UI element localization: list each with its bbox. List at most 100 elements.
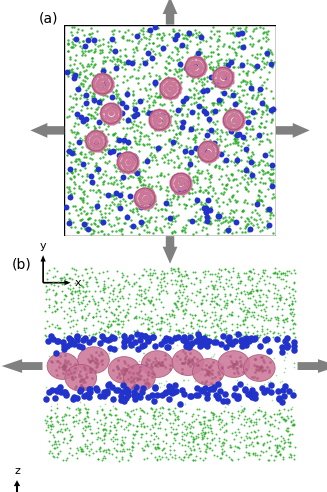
Point [232, 157, 237, 165]
Point [106, 130, 111, 138]
Point [237, 93, 242, 101]
Point [99, 48, 104, 56]
Point [109, 321, 114, 329]
Point [121, 445, 126, 453]
Point [212, 140, 217, 148]
Point [59, 287, 64, 295]
Point [162, 92, 167, 99]
Point [146, 69, 152, 77]
Point [70, 40, 76, 48]
Point [106, 355, 111, 363]
Point [106, 304, 112, 311]
Point [46, 301, 52, 309]
Point [181, 101, 186, 109]
Point [196, 392, 201, 400]
Point [90, 178, 95, 186]
Point [112, 38, 117, 46]
Point [286, 406, 291, 414]
Point [212, 120, 217, 127]
Point [258, 301, 263, 309]
Point [52, 323, 58, 331]
Point [188, 362, 193, 369]
Point [236, 118, 241, 126]
Point [82, 440, 87, 448]
Point [141, 419, 146, 427]
Point [97, 339, 102, 347]
Point [146, 203, 151, 211]
Point [176, 328, 181, 336]
Point [177, 84, 182, 92]
Point [136, 345, 141, 353]
Point [227, 77, 232, 85]
Point [94, 88, 99, 95]
Point [262, 388, 267, 396]
Point [154, 160, 160, 168]
Point [94, 306, 99, 313]
Point [189, 216, 195, 224]
Point [201, 145, 206, 153]
Point [218, 219, 224, 227]
Point [146, 206, 151, 214]
Point [117, 285, 122, 293]
Point [124, 385, 129, 393]
Point [66, 275, 72, 282]
Point [157, 331, 163, 338]
Point [202, 65, 207, 73]
Point [194, 199, 199, 207]
Point [115, 164, 121, 172]
Point [173, 189, 178, 197]
Point [136, 230, 141, 238]
Point [285, 342, 290, 350]
Point [258, 44, 264, 52]
Point [237, 362, 243, 370]
Point [262, 337, 267, 344]
Point [207, 153, 212, 160]
Point [131, 388, 136, 396]
Point [223, 290, 228, 298]
Point [200, 64, 206, 72]
Point [221, 337, 227, 344]
Point [58, 359, 63, 367]
Point [101, 333, 106, 340]
Point [164, 122, 169, 130]
Point [177, 355, 182, 363]
Point [106, 320, 111, 328]
Point [204, 217, 209, 225]
Point [191, 63, 197, 71]
Point [224, 420, 229, 428]
Point [205, 157, 211, 165]
Point [218, 340, 223, 348]
Point [136, 313, 142, 321]
Point [263, 85, 268, 92]
Point [104, 101, 109, 109]
Point [263, 314, 268, 322]
Point [155, 359, 160, 367]
Point [242, 172, 248, 180]
Point [70, 103, 75, 111]
Point [208, 183, 213, 190]
Point [168, 384, 173, 392]
Point [231, 31, 236, 39]
Point [271, 182, 276, 190]
Point [246, 422, 251, 430]
Point [222, 407, 227, 415]
Point [191, 107, 197, 115]
Point [91, 76, 96, 84]
Point [246, 274, 251, 281]
Point [234, 358, 239, 366]
Point [102, 133, 107, 141]
Point [80, 378, 86, 386]
Point [100, 105, 106, 113]
Point [126, 391, 131, 399]
Point [190, 148, 195, 155]
Point [185, 112, 190, 120]
Point [85, 133, 90, 141]
Point [168, 113, 173, 121]
Point [104, 89, 109, 96]
Point [243, 145, 249, 153]
Point [70, 151, 76, 158]
Point [181, 390, 187, 398]
Point [254, 200, 259, 208]
Point [195, 74, 200, 82]
Point [103, 107, 109, 115]
